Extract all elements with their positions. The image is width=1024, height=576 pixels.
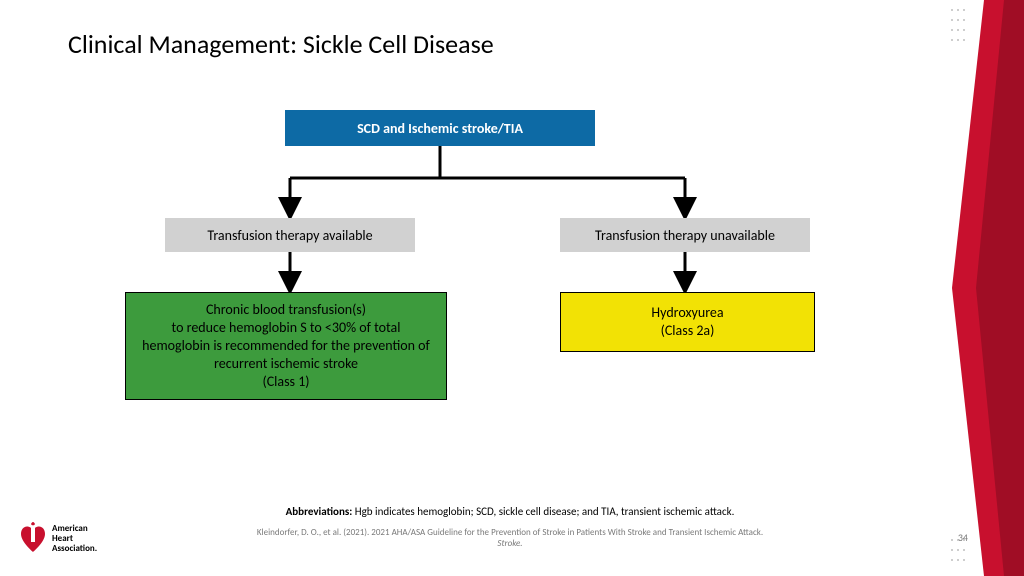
logo-line3: Association. <box>52 544 97 554</box>
flowchart-container: SCD and Ischemic stroke/TIA Transfusion … <box>0 110 900 450</box>
node-root: SCD and Ischemic stroke/TIA <box>285 110 595 146</box>
citation-line2: Stroke. <box>100 538 920 550</box>
abbreviations-line: Abbreviations: Hgb indicates hemoglobin;… <box>100 505 920 518</box>
node-left-mid: Transfusion therapy available <box>165 218 415 252</box>
node-left-leaf: Chronic blood transfusion(s)to reduce he… <box>125 292 447 400</box>
node-right-mid: Transfusion therapy unavailable <box>560 218 810 252</box>
citation: Kleindorfer, D. O., et al. (2021). 2021 … <box>100 527 920 550</box>
page-title: Clinical Management: Sickle Cell Disease <box>68 28 494 60</box>
citation-line1: Kleindorfer, D. O., et al. (2021). 2021 … <box>257 527 763 538</box>
slide: Clinical Management: Sickle Cell Disease… <box>0 0 1024 576</box>
abbrev-label: Abbreviations: <box>286 505 353 518</box>
aha-logo: American Heart Association. <box>20 522 97 556</box>
heart-torch-icon <box>20 522 46 556</box>
logo-text: American Heart Association. <box>52 524 97 554</box>
right-decoration <box>934 0 1024 576</box>
abbrev-text: Hgb indicates hemoglobin; SCD, sickle ce… <box>352 505 734 518</box>
node-right-leaf: Hydroxyurea(Class 2a) <box>560 292 815 352</box>
